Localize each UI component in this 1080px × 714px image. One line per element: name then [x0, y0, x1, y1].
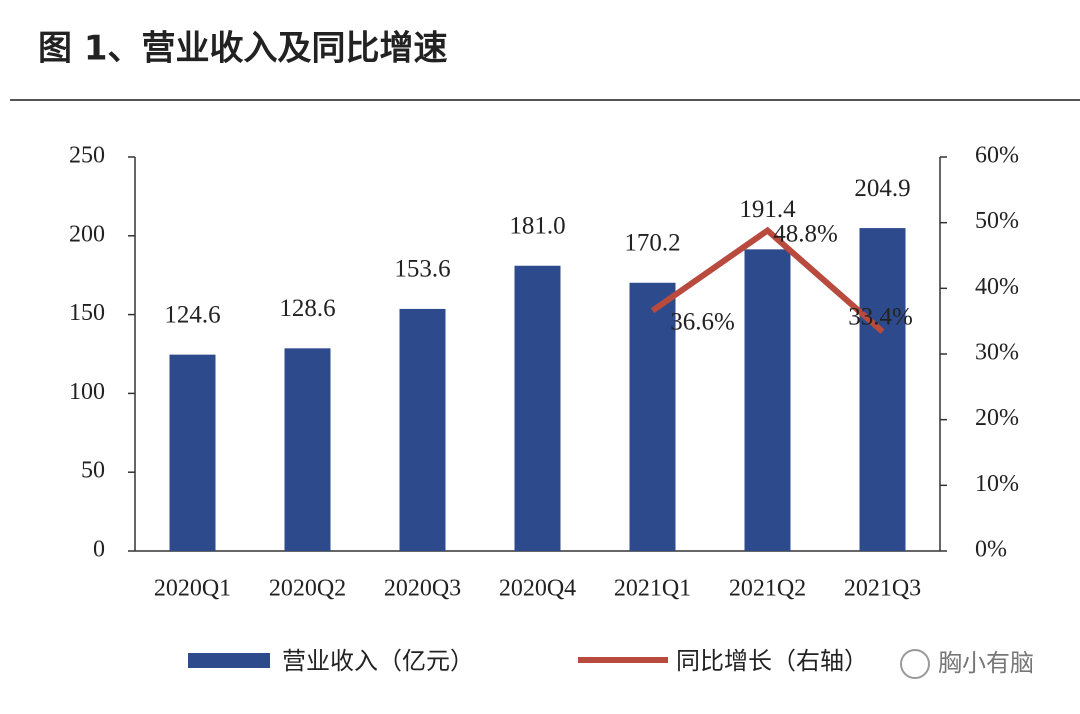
y2-tick-label: 50% [975, 208, 1019, 234]
bar-value-label: 204.9 [854, 175, 910, 202]
bar [514, 265, 561, 551]
x-tick-label: 2020Q1 [154, 576, 231, 602]
line [650, 226, 885, 334]
y-tick-label: 150 [69, 300, 105, 326]
y2-tick-label: 0% [975, 537, 1007, 563]
y-tick-label: 0 [93, 537, 105, 563]
line-value-label: 48.8% [773, 220, 838, 247]
bar-value-label: 153.6 [394, 256, 450, 283]
y-tick-label: 100 [69, 379, 105, 405]
bar [284, 348, 331, 551]
x-tick-label: 2020Q2 [269, 576, 346, 602]
bar-value-label: 181.0 [509, 212, 565, 239]
x-tick-label: 2020Q4 [499, 576, 576, 602]
legend-label: 营业收入（亿元） [282, 647, 474, 675]
y-tick-label: 50 [81, 458, 105, 484]
y2-tick-label: 30% [975, 340, 1019, 366]
bar-value-label: 170.2 [624, 229, 680, 256]
y2-tick-label: 20% [975, 405, 1019, 431]
bar [399, 308, 446, 551]
x-tick-label: 2021Q1 [614, 576, 691, 602]
bar-value-label: 128.6 [279, 295, 335, 322]
y2-tick-label: 40% [975, 274, 1019, 300]
x-tick-label: 2021Q3 [844, 576, 921, 602]
line-value-label: 33.4% [848, 303, 913, 330]
bar-value-label: 191.4 [739, 196, 796, 223]
bar-value-label: 124.6 [164, 301, 220, 328]
watermark: 胸小有脑 [938, 649, 1034, 677]
x-tick-label: 2021Q2 [729, 576, 806, 602]
y2-tick-label: 10% [975, 471, 1019, 497]
bar [744, 249, 791, 551]
bar [169, 354, 216, 551]
y-tick-label: 200 [69, 221, 105, 247]
legend-label: 同比增长（右轴） [676, 647, 868, 675]
y-tick-label: 250 [69, 143, 105, 169]
chart-title: 图 1、营业收入及同比增速 [38, 29, 448, 69]
bar [859, 228, 906, 551]
legend-swatch [188, 653, 270, 668]
watermark-icon [900, 649, 930, 679]
x-tick-label: 2020Q3 [384, 576, 461, 602]
y2-tick-label: 60% [975, 143, 1019, 169]
line-value-label: 36.6% [670, 308, 735, 335]
bar [629, 282, 676, 551]
